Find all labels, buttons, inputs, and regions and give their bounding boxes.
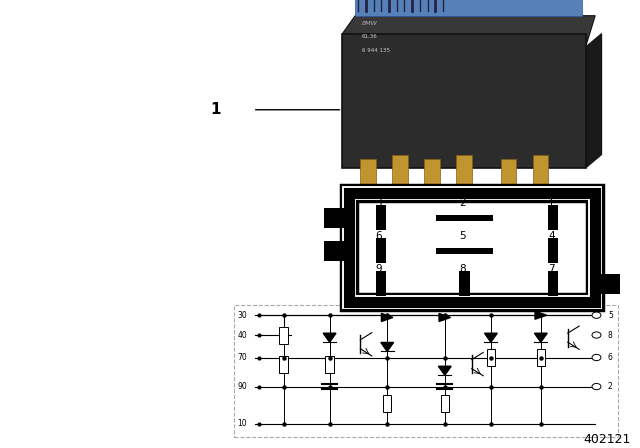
Bar xyxy=(376,238,386,263)
Text: 6: 6 xyxy=(376,231,382,241)
Bar xyxy=(324,241,349,261)
Bar xyxy=(595,274,620,293)
Bar xyxy=(349,193,595,302)
Bar xyxy=(280,356,288,373)
Bar xyxy=(342,34,586,168)
Bar xyxy=(234,305,618,437)
Bar xyxy=(349,193,595,302)
Text: 7: 7 xyxy=(548,264,555,274)
Polygon shape xyxy=(381,342,394,351)
Polygon shape xyxy=(535,311,547,319)
Text: 8: 8 xyxy=(460,264,466,274)
Bar xyxy=(392,155,408,186)
Text: 8: 8 xyxy=(608,331,612,340)
Text: 90: 90 xyxy=(237,382,247,391)
Bar xyxy=(548,205,559,230)
Text: 61.36: 61.36 xyxy=(362,34,378,39)
Text: 402121: 402121 xyxy=(583,433,630,446)
Text: 6: 6 xyxy=(608,353,613,362)
Bar xyxy=(376,205,386,230)
Text: 70: 70 xyxy=(237,353,247,362)
Polygon shape xyxy=(586,34,602,168)
Text: 1: 1 xyxy=(211,102,221,117)
Bar xyxy=(548,238,559,263)
Polygon shape xyxy=(342,16,595,47)
Text: BMW: BMW xyxy=(362,21,378,26)
Bar xyxy=(460,271,470,296)
Polygon shape xyxy=(534,333,547,342)
Text: 5: 5 xyxy=(460,231,466,241)
Text: 9: 9 xyxy=(376,264,382,274)
Bar xyxy=(533,155,548,186)
Bar xyxy=(376,271,386,296)
Bar xyxy=(424,159,440,186)
Bar xyxy=(383,395,392,412)
Text: 2: 2 xyxy=(460,198,466,208)
Bar xyxy=(349,193,595,302)
Bar xyxy=(326,356,334,373)
Bar xyxy=(456,155,472,186)
Text: 4: 4 xyxy=(548,231,555,241)
Polygon shape xyxy=(439,314,451,322)
Circle shape xyxy=(592,332,601,338)
Bar xyxy=(487,349,495,366)
Bar xyxy=(536,349,545,366)
Bar xyxy=(548,271,559,296)
Text: 5: 5 xyxy=(608,311,613,320)
Text: 1: 1 xyxy=(548,198,555,208)
Text: 40: 40 xyxy=(237,331,247,340)
Circle shape xyxy=(592,312,601,319)
Bar xyxy=(436,215,493,221)
Bar xyxy=(441,395,449,412)
Polygon shape xyxy=(323,333,336,342)
Polygon shape xyxy=(484,333,497,342)
Bar xyxy=(360,159,376,186)
Text: 2: 2 xyxy=(608,382,612,391)
Bar xyxy=(436,248,493,254)
Text: 3: 3 xyxy=(376,198,382,208)
Text: 10: 10 xyxy=(237,419,247,428)
Circle shape xyxy=(592,383,601,390)
Polygon shape xyxy=(438,366,451,375)
Polygon shape xyxy=(355,0,582,16)
Circle shape xyxy=(592,354,601,361)
Text: 30: 30 xyxy=(237,311,247,320)
Bar xyxy=(349,193,595,302)
Text: 6 944 135: 6 944 135 xyxy=(362,47,390,52)
Bar xyxy=(280,327,288,344)
Polygon shape xyxy=(381,314,393,322)
Bar xyxy=(501,159,516,186)
Bar xyxy=(324,208,349,228)
